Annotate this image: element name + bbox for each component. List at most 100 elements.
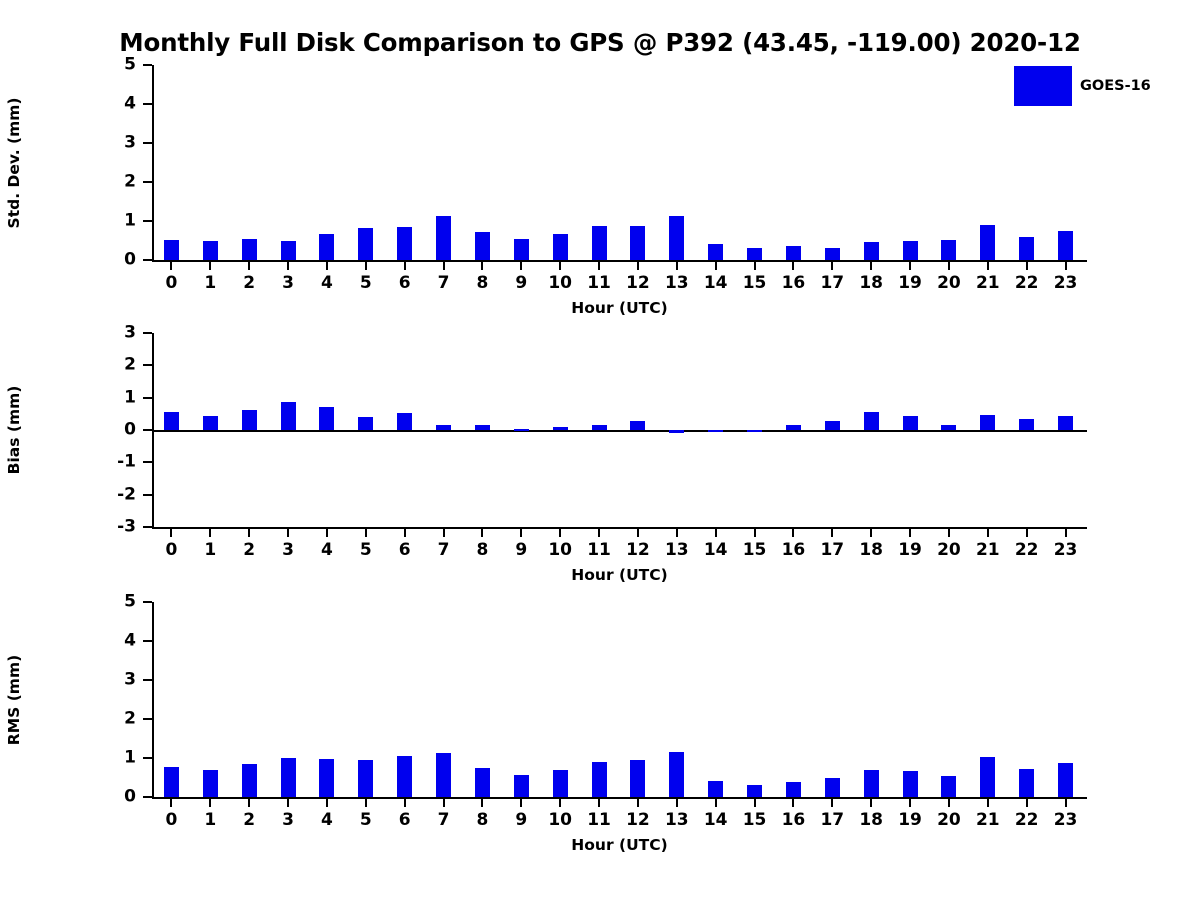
x-tick-label-std-dev-9: 9	[515, 273, 528, 293]
y-tick-rms-1	[143, 757, 152, 759]
x-tick-bias-2	[248, 529, 251, 537]
x-tick-std-dev-14	[714, 262, 717, 270]
bar-rms-hour-16	[785, 782, 801, 797]
bar-rms-hour-12	[630, 760, 646, 797]
x-tick-label-rms-1: 1	[204, 810, 217, 830]
x-tick-bias-17	[831, 529, 834, 537]
x-tick-bias-22	[1025, 529, 1028, 537]
y-tick-label-std-dev-1: 1	[124, 210, 136, 231]
x-tick-rms-8	[481, 799, 484, 807]
x-tick-label-rms-3: 3	[282, 810, 294, 830]
x-tick-bias-11	[598, 529, 601, 537]
y-tick-label-bias-0: -3	[117, 516, 136, 537]
bar-bias-hour-5	[358, 417, 374, 430]
legend-label-goes16: GOES-16	[1080, 78, 1151, 94]
x-tick-label-bias-5: 5	[359, 540, 372, 560]
bar-std-dev-hour-6	[397, 226, 413, 260]
bar-bias-hour-0	[163, 411, 179, 430]
x-tick-label-rms-13: 13	[664, 810, 689, 830]
x-tick-std-dev-5	[364, 262, 367, 270]
bar-rms-hour-19	[902, 771, 918, 797]
x-tick-std-dev-13	[675, 262, 678, 270]
y-tick-bias-2	[143, 461, 152, 464]
x-tick-label-std-dev-1: 1	[204, 273, 217, 293]
x-tick-rms-13	[675, 799, 678, 807]
x-tick-bias-21	[986, 529, 989, 537]
x-tick-label-std-dev-18: 18	[859, 273, 884, 293]
x-tick-rms-15	[753, 799, 756, 807]
x-tick-bias-1	[209, 529, 212, 537]
x-tick-label-bias-6: 6	[398, 540, 411, 560]
x-tick-rms-4	[325, 799, 328, 807]
x-tick-std-dev-6	[403, 262, 406, 270]
bar-rms-hour-1	[202, 770, 218, 797]
bar-std-dev-hour-21	[980, 224, 996, 260]
bar-rms-hour-3	[280, 758, 296, 797]
x-tick-label-rms-6: 6	[398, 810, 411, 830]
x-tick-rms-5	[364, 799, 367, 807]
bar-bias-hour-3	[280, 401, 296, 430]
x-tick-label-std-dev-20: 20	[937, 273, 961, 293]
x-tick-bias-14	[714, 529, 717, 537]
y-tick-std-dev-1	[143, 220, 152, 222]
bar-bias-hour-12	[630, 421, 646, 430]
bar-rms-hour-6	[397, 756, 413, 797]
y-tick-bias-4	[143, 396, 152, 399]
y-tick-std-dev-3	[143, 142, 152, 144]
x-tick-bias-3	[287, 529, 290, 537]
x-tick-std-dev-12	[636, 262, 639, 270]
y-axis-line-rms	[152, 602, 154, 799]
legend: GOES-16	[1014, 66, 1151, 106]
x-tick-label-rms-18: 18	[859, 810, 884, 830]
x-tick-rms-23	[1064, 799, 1067, 807]
x-tick-label-bias-1: 1	[204, 540, 217, 560]
x-tick-label-rms-8: 8	[476, 810, 489, 830]
bar-std-dev-hour-8	[474, 231, 490, 260]
x-tick-std-dev-21	[986, 262, 989, 270]
bar-bias-hour-13	[669, 430, 685, 433]
x-tick-std-dev-3	[287, 262, 290, 270]
bar-rms-hour-22	[1019, 768, 1035, 797]
x-tick-bias-16	[792, 529, 795, 537]
x-tick-label-rms-4: 4	[321, 810, 333, 830]
x-tick-std-dev-0	[170, 262, 173, 270]
y-tick-label-rms-5: 5	[124, 591, 136, 612]
bar-rms-hour-15	[747, 784, 763, 797]
y-axis-line-std-dev	[152, 65, 154, 262]
x-tick-label-rms-23: 23	[1053, 810, 1078, 830]
bar-std-dev-hour-1	[202, 241, 218, 260]
x-tick-label-bias-7: 7	[437, 540, 450, 560]
x-tick-bias-15	[753, 529, 756, 537]
x-tick-std-dev-23	[1064, 262, 1067, 270]
x-tick-bias-23	[1064, 529, 1067, 537]
x-tick-rms-11	[598, 799, 601, 807]
x-tick-bias-0	[170, 529, 173, 537]
x-tick-label-bias-8: 8	[476, 540, 489, 560]
x-tick-label-std-dev-12: 12	[626, 273, 650, 293]
x-tick-label-rms-21: 21	[975, 810, 1000, 830]
bar-std-dev-hour-11	[591, 226, 607, 260]
x-tick-label-bias-11: 11	[587, 540, 611, 560]
bar-bias-hour-6	[397, 413, 413, 430]
x-tick-rms-12	[636, 799, 639, 807]
x-tick-label-bias-22: 22	[1014, 540, 1039, 560]
bar-bias-hour-8	[474, 424, 490, 430]
bar-std-dev-hour-18	[863, 242, 879, 260]
x-tick-std-dev-16	[792, 262, 795, 270]
x-tick-label-rms-7: 7	[437, 810, 450, 830]
y-tick-std-dev-2	[143, 181, 152, 183]
x-tick-bias-5	[364, 529, 367, 537]
bar-bias-hour-20	[941, 424, 957, 430]
bar-bias-hour-17	[824, 420, 840, 430]
x-tick-label-std-dev-5: 5	[359, 273, 372, 293]
bar-rms-hour-8	[474, 767, 490, 797]
bar-bias-hour-10	[552, 427, 568, 430]
y-tick-rms-5	[143, 601, 152, 603]
bar-std-dev-hour-12	[630, 226, 646, 260]
y-tick-std-dev-5	[143, 64, 152, 66]
x-tick-label-rms-2: 2	[243, 810, 256, 830]
y-tick-label-bias-1: -2	[117, 484, 136, 505]
bar-rms-hour-13	[669, 752, 685, 797]
x-tick-std-dev-10	[559, 262, 562, 270]
